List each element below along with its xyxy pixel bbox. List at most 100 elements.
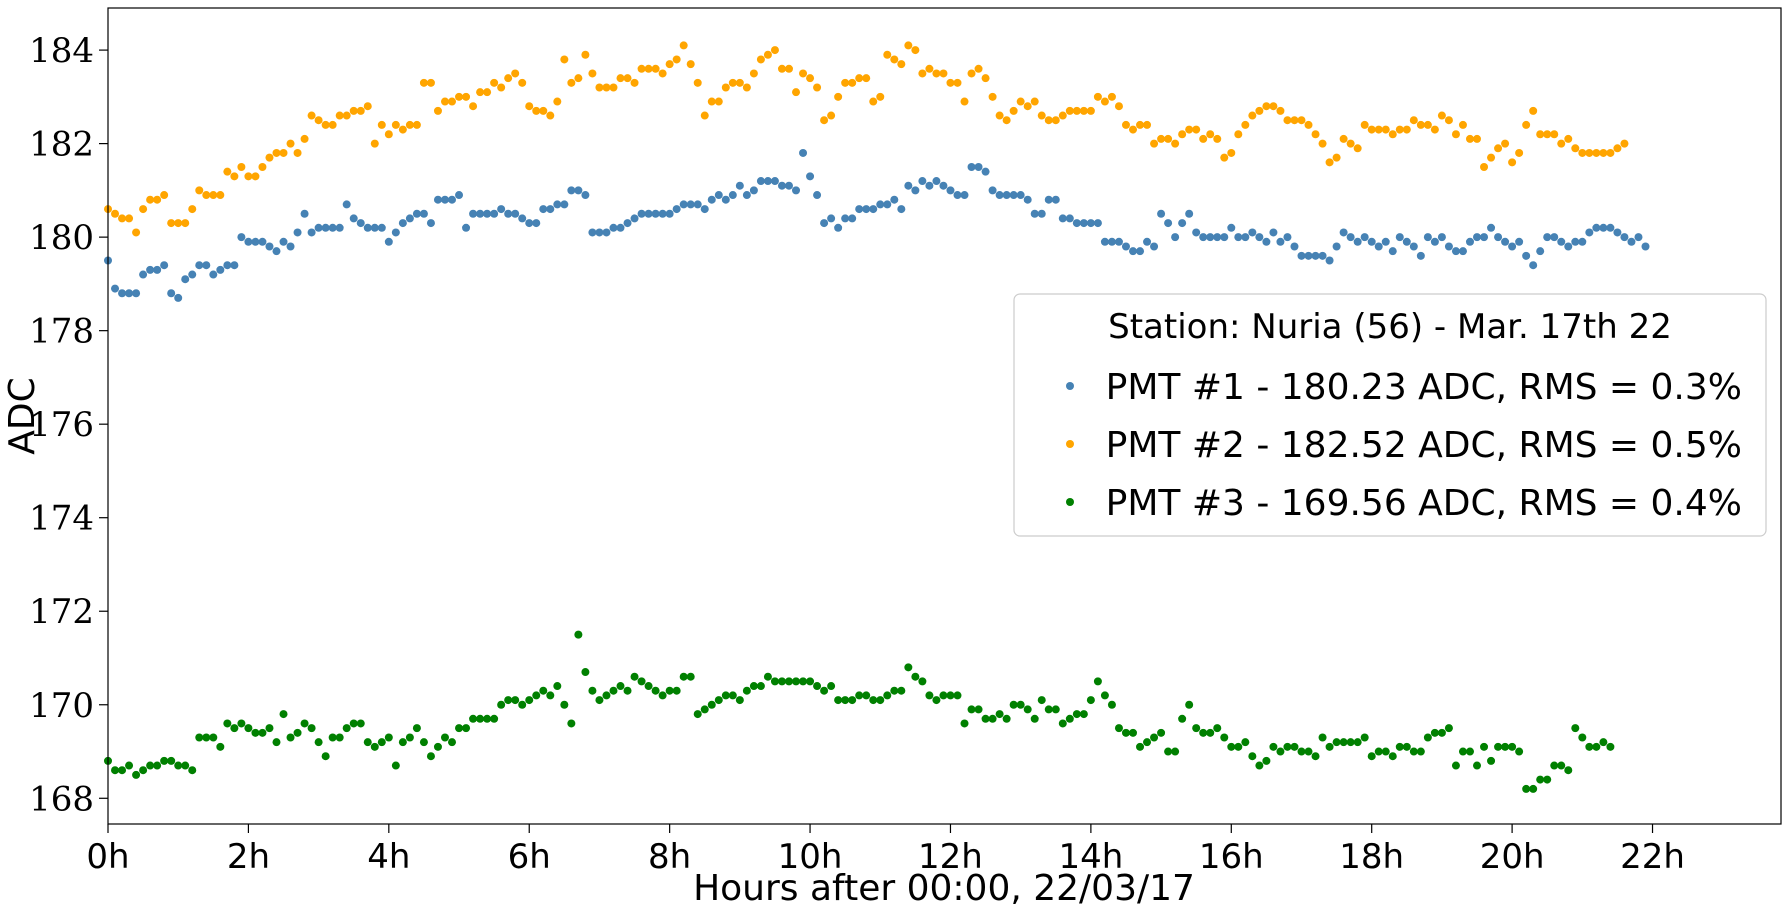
data-point <box>686 60 695 69</box>
data-point <box>1585 148 1594 157</box>
data-point <box>518 214 527 223</box>
data-point <box>1515 747 1524 756</box>
x-tick-label: 10h <box>778 837 843 877</box>
data-point <box>223 261 232 270</box>
data-point <box>623 219 632 228</box>
data-point <box>125 289 134 298</box>
data-point <box>349 214 358 223</box>
data-point <box>1093 92 1102 101</box>
data-point <box>1079 710 1088 719</box>
data-point <box>1578 237 1587 246</box>
data-point <box>462 92 471 101</box>
data-point <box>1079 106 1088 115</box>
data-point <box>1276 237 1285 246</box>
data-point <box>1065 214 1074 223</box>
data-point <box>784 181 793 190</box>
data-point <box>1571 724 1580 733</box>
data-point <box>658 69 667 78</box>
data-point <box>216 742 225 751</box>
data-point <box>588 69 597 78</box>
data-point <box>216 265 225 274</box>
data-point <box>714 696 723 705</box>
data-point <box>455 92 464 101</box>
data-point <box>160 756 169 765</box>
data-point <box>1143 120 1152 129</box>
data-point <box>1136 120 1145 129</box>
data-point <box>328 733 337 742</box>
data-point <box>869 97 878 106</box>
data-point <box>448 195 457 204</box>
data-point <box>756 177 765 186</box>
data-point <box>749 69 758 78</box>
data-point <box>974 162 983 171</box>
data-point <box>132 289 141 298</box>
data-point <box>504 209 513 218</box>
data-point <box>756 55 765 64</box>
data-point <box>1121 120 1130 129</box>
data-point <box>370 742 379 751</box>
data-point <box>188 205 197 214</box>
data-point <box>1114 237 1123 246</box>
data-point <box>1157 209 1166 218</box>
data-point <box>146 761 155 770</box>
data-point <box>1571 237 1580 246</box>
data-point <box>1023 705 1032 714</box>
data-point <box>511 69 520 78</box>
data-point <box>693 78 702 87</box>
data-point <box>1395 233 1404 242</box>
data-point <box>1199 233 1208 242</box>
data-point <box>1367 237 1376 246</box>
data-point <box>848 78 857 87</box>
data-point <box>827 214 836 223</box>
data-point <box>1339 228 1348 237</box>
data-point <box>1206 728 1215 737</box>
series-pmt-2 <box>104 41 1629 237</box>
data-point <box>181 219 190 228</box>
data-points <box>104 41 1650 793</box>
data-point <box>1002 116 1011 125</box>
data-point <box>932 177 941 186</box>
x-tick-label: 0h <box>86 837 129 877</box>
data-point <box>707 195 716 204</box>
data-point <box>1311 130 1320 139</box>
data-point <box>1353 144 1362 153</box>
data-point <box>1072 710 1081 719</box>
data-point <box>469 209 478 218</box>
data-point <box>483 209 492 218</box>
legend-title: Station: Nuria (56) - Mar. 17th 22 <box>1108 307 1672 347</box>
data-point <box>1494 742 1503 751</box>
data-point <box>1522 120 1531 129</box>
data-point <box>742 191 751 200</box>
data-point <box>602 83 611 92</box>
data-point <box>1311 752 1320 761</box>
data-point <box>1543 233 1552 242</box>
data-point <box>398 219 407 228</box>
data-point <box>1079 219 1088 228</box>
data-point <box>1557 761 1566 770</box>
data-point <box>125 761 134 770</box>
data-point <box>1480 162 1489 171</box>
data-point <box>609 223 618 232</box>
data-point <box>118 289 127 298</box>
data-point <box>1515 237 1524 246</box>
y-tick-label: 170 <box>29 686 94 726</box>
data-point <box>855 691 864 700</box>
data-point <box>167 289 176 298</box>
data-point <box>167 756 176 765</box>
data-point <box>1360 733 1369 742</box>
data-point <box>1508 242 1517 251</box>
data-point <box>307 724 316 733</box>
data-point <box>665 209 674 218</box>
data-point <box>384 733 393 742</box>
data-point <box>911 46 920 55</box>
data-point <box>925 691 934 700</box>
data-point <box>862 691 871 700</box>
data-point <box>293 728 302 737</box>
data-point <box>1290 242 1299 251</box>
data-point <box>146 195 155 204</box>
data-point <box>202 733 211 742</box>
data-point <box>1107 237 1116 246</box>
y-tick-label: 180 <box>29 218 94 258</box>
data-point <box>1290 742 1299 751</box>
data-point <box>918 177 927 186</box>
